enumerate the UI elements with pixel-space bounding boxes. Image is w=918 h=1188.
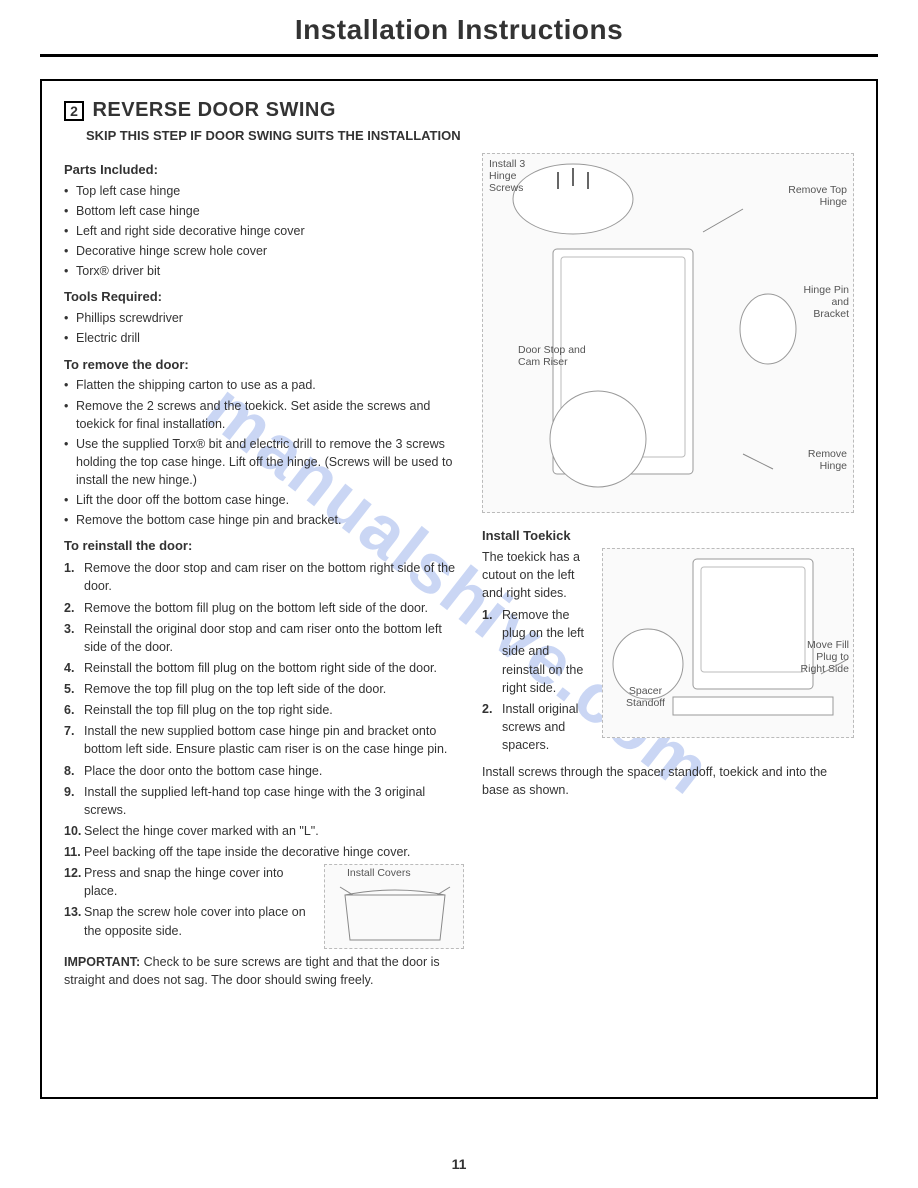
- content-box: manualshive.com 2 REVERSE DOOR SWING SKI…: [40, 79, 878, 1099]
- skip-note: SKIP THIS STEP IF DOOR SWING SUITS THE I…: [86, 128, 854, 143]
- page-number: 11: [0, 1156, 918, 1172]
- list-item: Install the supplied left-hand top case …: [64, 783, 464, 819]
- list-item: Select the hinge cover marked with an "L…: [64, 822, 464, 840]
- step-number-box: 2: [64, 101, 84, 121]
- diagram-label: Remove Top Hinge: [787, 184, 847, 208]
- list-item: Remove the bottom case hinge pin and bra…: [64, 511, 464, 529]
- step-header: 2 REVERSE DOOR SWING: [64, 99, 854, 122]
- list-item: Top left case hinge: [64, 182, 464, 200]
- list-item: Place the door onto the bottom case hing…: [64, 762, 464, 780]
- diagram-label: Move Fill Plug to Right Side: [794, 639, 849, 675]
- list-item: Remove the 2 screws and the toekick. Set…: [64, 397, 464, 433]
- diagram-label: Install Covers: [347, 867, 411, 879]
- list-item: Torx® driver bit: [64, 262, 464, 280]
- parts-heading: Parts Included:: [64, 161, 464, 180]
- important-note: IMPORTANT: Check to be sure screws are t…: [64, 953, 464, 989]
- diagram-label: Door Stop and Cam Riser: [518, 344, 588, 368]
- tools-list: Phillips screwdriver Electric drill: [64, 309, 464, 347]
- toekick-intro: The toekick has a cutout on the left and…: [482, 548, 592, 602]
- toekick-diagram: Spacer Standoff Move Fill Plug to Right …: [602, 548, 854, 738]
- remove-list: Flatten the shipping carton to use as a …: [64, 376, 464, 529]
- list-item: Remove the door stop and cam riser on th…: [64, 559, 464, 595]
- hinge-diagram: Install 3 Hinge Screws Remove Top Hinge …: [482, 153, 854, 513]
- list-item: Remove the top fill plug on the top left…: [64, 680, 464, 698]
- list-item: Reinstall the original door stop and cam…: [64, 620, 464, 656]
- toekick-row: The toekick has a cutout on the left and…: [482, 548, 854, 757]
- parts-list: Top left case hinge Bottom left case hin…: [64, 182, 464, 281]
- page-title: Installation Instructions: [0, 0, 918, 54]
- list-item: Decorative hinge screw hole cover: [64, 242, 464, 260]
- list-item: Left and right side decorative hinge cov…: [64, 222, 464, 240]
- list-item: Remove the bottom fill plug on the botto…: [64, 599, 464, 617]
- toekick-text: The toekick has a cutout on the left and…: [482, 548, 592, 757]
- list-item: Remove the plug on the left side and rei…: [482, 606, 592, 697]
- remove-heading: To remove the door:: [64, 356, 464, 375]
- title-rule: [40, 54, 878, 57]
- list-item: Snap the screw hole cover into place on …: [64, 903, 464, 939]
- list-item: Install Covers Press and snap the hinge …: [64, 864, 464, 900]
- diagram-label: Hinge Pin and Bracket: [799, 284, 849, 320]
- list-item: Install original screws and spacers.: [482, 700, 592, 754]
- left-column: Parts Included: Top left case hinge Bott…: [64, 153, 464, 989]
- toekick-list: Remove the plug on the left side and rei…: [482, 606, 592, 754]
- list-item: Electric drill: [64, 329, 464, 347]
- list-item: Bottom left case hinge: [64, 202, 464, 220]
- list-item-text: Press and snap the hinge cover into plac…: [84, 866, 283, 898]
- list-item: Reinstall the bottom fill plug on the bo…: [64, 659, 464, 677]
- toekick-heading: Install Toekick: [482, 527, 854, 546]
- list-item: Use the supplied Torx® bit and electric …: [64, 435, 464, 489]
- reinstall-heading: To reinstall the door:: [64, 537, 464, 556]
- list-item: Peel backing off the tape inside the dec…: [64, 843, 464, 861]
- important-label: IMPORTANT:: [64, 955, 140, 969]
- step-title: REVERSE DOOR SWING: [92, 99, 335, 121]
- list-item: Install the new supplied bottom case hin…: [64, 722, 464, 758]
- list-item: Reinstall the top fill plug on the top r…: [64, 701, 464, 719]
- columns: Parts Included: Top left case hinge Bott…: [64, 153, 854, 989]
- list-item: Flatten the shipping carton to use as a …: [64, 376, 464, 394]
- diagram-label: Remove Hinge: [792, 448, 847, 472]
- toekick-outro: Install screws through the spacer stando…: [482, 763, 854, 799]
- tools-heading: Tools Required:: [64, 288, 464, 307]
- diagram-label: Install 3 Hinge Screws: [489, 158, 549, 194]
- diagram-label: Spacer Standoff: [623, 685, 668, 709]
- list-item: Phillips screwdriver: [64, 309, 464, 327]
- list-item: Lift the door off the bottom case hinge.: [64, 491, 464, 509]
- right-column: Install 3 Hinge Screws Remove Top Hinge …: [482, 153, 854, 989]
- reinstall-list: Remove the door stop and cam riser on th…: [64, 559, 464, 939]
